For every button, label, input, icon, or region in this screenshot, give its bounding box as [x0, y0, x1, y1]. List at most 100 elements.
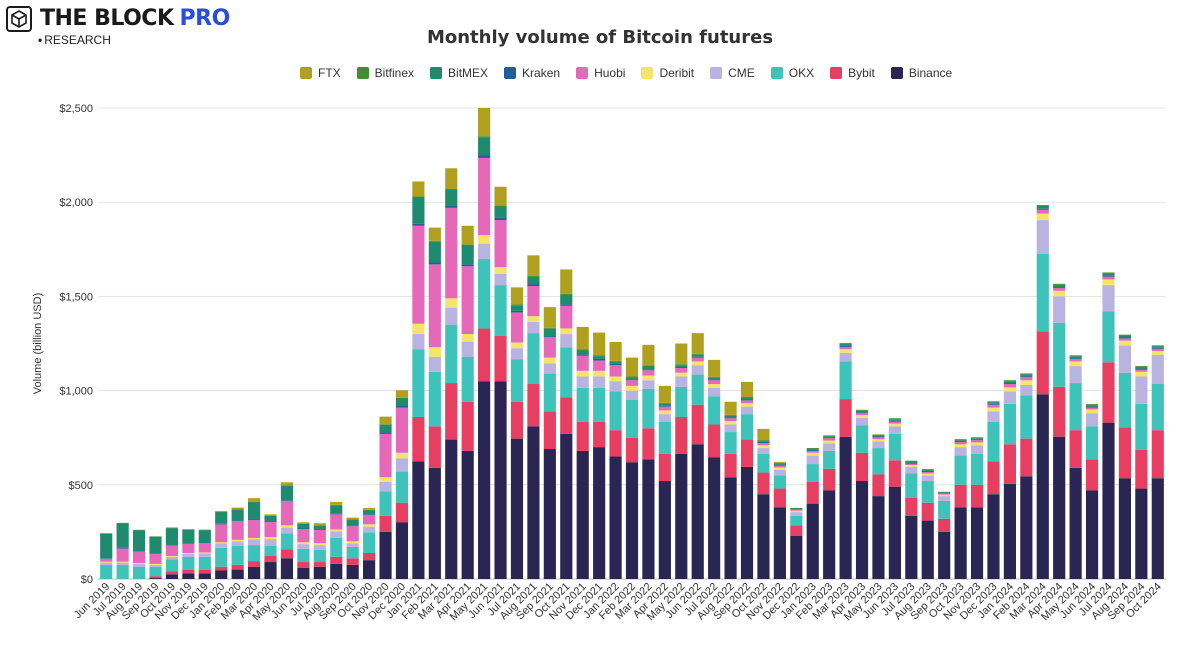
bar-segment-deribit: [297, 542, 310, 545]
bar-segment-bybit: [1053, 386, 1066, 437]
bar-segment-cme: [872, 441, 885, 449]
bar-segment-kraken: [987, 403, 1000, 405]
bar-segment-kraken: [675, 367, 688, 368]
bar-segment-deribit: [248, 537, 261, 540]
bar-segment-deribit: [1003, 387, 1016, 392]
bar-segment-bybit: [708, 424, 721, 458]
legend-item-huobi[interactable]: Huobi: [576, 66, 625, 80]
bar-segment-binance: [872, 496, 885, 579]
bar-segment-bitmex: [757, 441, 770, 443]
bar-segment-binance: [839, 436, 852, 579]
bar-segment-binance: [740, 466, 754, 579]
bar-segment-deribit: [609, 376, 622, 382]
legend-item-okx[interactable]: OKX: [770, 66, 814, 80]
bar-segment-cme: [412, 334, 425, 350]
bar-segment-bitfinex: [494, 205, 507, 207]
bar-segment-ftx: [264, 514, 277, 516]
legend-item-ftx[interactable]: FTX: [300, 66, 341, 80]
bar-segment-okx: [1003, 403, 1016, 445]
legend-label: Bybit: [848, 66, 875, 80]
bar-segment-bitfinex: [1036, 205, 1049, 206]
legend-label: Huobi: [594, 66, 626, 80]
bar-segment-cme: [445, 307, 458, 325]
bar-segment-bitmex: [1036, 205, 1049, 209]
bar-segment-bitfinex: [1053, 283, 1066, 285]
bar-segment-huobi: [773, 465, 786, 468]
bar-segment-bybit: [954, 484, 967, 508]
legend-item-binance[interactable]: Binance: [890, 66, 952, 80]
bar-segment-bitfinex: [543, 327, 556, 329]
y-tick-label: $2,500: [59, 103, 93, 115]
bar-segment-bitmex: [1135, 367, 1148, 369]
bar-segment-ftx: [708, 359, 721, 377]
bar-segment-okx: [905, 473, 918, 498]
legend-item-kraken[interactable]: Kraken: [504, 66, 560, 80]
bar-segment-okx: [248, 545, 261, 562]
bar-segment-deribit: [1151, 351, 1164, 355]
bar-segment-bitmex: [921, 470, 934, 472]
bar-segment-okx: [280, 533, 294, 550]
bar-segment-huobi: [658, 406, 671, 411]
legend-item-bybit[interactable]: Bybit: [830, 66, 875, 80]
bar-segment-cme: [330, 531, 343, 538]
bar-segment-cme: [691, 365, 704, 375]
bar-segment-cme: [346, 543, 359, 547]
bar-segment-huobi: [510, 312, 524, 343]
bar-segment-cme: [1118, 345, 1131, 373]
bar-segment-binance: [921, 520, 934, 579]
legend-item-bitmex[interactable]: BitMEX: [430, 66, 488, 80]
bar-segment-ftx: [313, 523, 326, 526]
bar-segment-bybit: [691, 404, 704, 445]
bar-segment-okx: [773, 475, 786, 489]
bar-segment-okx: [1069, 383, 1082, 431]
bar-segment-bitfinex: [313, 525, 326, 526]
bar-segment-deribit: [576, 370, 589, 377]
bar-segment-ftx: [740, 381, 754, 397]
bar-segment-huobi: [724, 418, 737, 422]
bar-segment-kraken: [839, 345, 852, 347]
bar-segment-cme: [264, 539, 277, 546]
bar-segment-binance: [1135, 488, 1148, 579]
bar-segment-okx: [1118, 372, 1131, 428]
bar-segment-deribit: [855, 415, 869, 418]
bar-segment-bitmex: [395, 398, 409, 407]
y-tick-label: $2,000: [59, 197, 93, 209]
bar-segment-huobi: [165, 545, 179, 557]
legend-item-bitfinex[interactable]: Bitfinex: [356, 66, 414, 80]
legend-swatch: [576, 67, 589, 79]
bar-segment-okx: [445, 324, 458, 384]
bar-segment-huobi: [1069, 359, 1082, 362]
bar-segment-bitmex: [1085, 405, 1099, 407]
bar-segment-bybit: [790, 525, 803, 536]
bar-segment-binance: [1102, 422, 1115, 579]
bar-segment-kraken: [823, 437, 836, 439]
bar-segment-binance: [165, 574, 179, 579]
legend-item-deribit[interactable]: Deribit: [641, 66, 694, 80]
bar-segment-kraken: [593, 358, 606, 361]
bar-segment-ftx: [494, 186, 507, 206]
bar-segment-deribit: [527, 316, 540, 322]
bar-segment-ftx: [215, 510, 228, 512]
bar-segment-bybit: [740, 439, 754, 467]
bar-segment-binance: [1151, 478, 1164, 579]
bar-segment-ftx: [363, 507, 376, 510]
bar-segment-bybit: [1036, 331, 1049, 395]
bar-segment-huobi: [839, 346, 852, 350]
bar-segment-bitfinex: [839, 343, 852, 345]
bar-segment-okx: [576, 387, 589, 422]
bar-segment-ftx: [576, 326, 589, 350]
bar-segment-deribit: [708, 384, 721, 388]
bar-segment-bybit: [921, 502, 934, 521]
bar-segment-ftx: [445, 168, 458, 190]
bar-segment-huobi: [1085, 407, 1099, 410]
bar-segment-binance: [478, 381, 491, 579]
bar-segment-bitfinex: [1118, 334, 1131, 336]
bar-segment-kraken: [363, 514, 376, 515]
bar-segment-binance: [215, 570, 228, 579]
legend-item-cme[interactable]: CME: [710, 66, 755, 80]
bar-segment-huobi: [790, 509, 803, 511]
legend-swatch: [504, 67, 517, 79]
bar-segment-kraken: [609, 363, 622, 366]
bar-segment-ftx: [379, 416, 392, 425]
bar-segment-binance: [445, 439, 458, 579]
